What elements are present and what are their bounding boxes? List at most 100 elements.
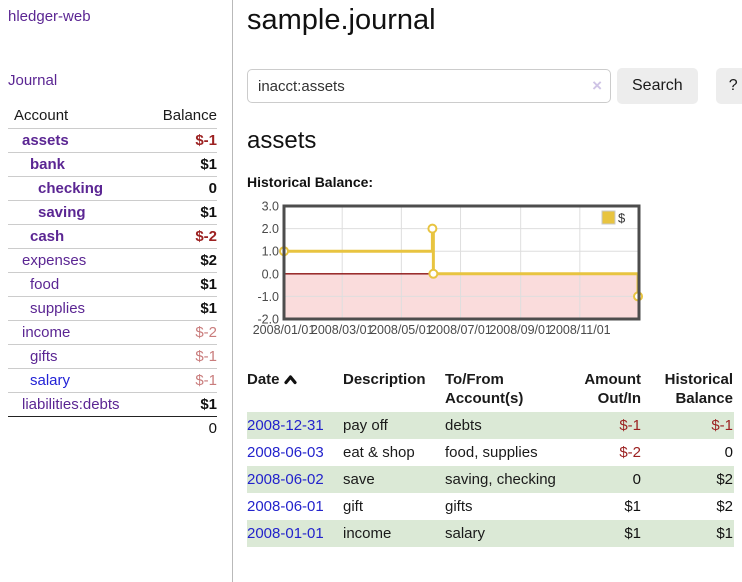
chart-border [282,204,641,321]
data-point-marker [428,268,439,279]
account-link[interactable]: salary [30,372,71,389]
accounts-total-value: 0 [143,416,217,441]
transaction-date-link[interactable]: 2008-06-03 [247,444,324,461]
account-row: supplies $1 [8,296,217,321]
legend-label: $ [618,211,626,226]
transaction-description: save [343,471,375,488]
account-balance: $-1 [143,344,217,369]
transaction-date-link[interactable]: 2008-12-31 [247,417,324,434]
svg-text:1.0: 1.0 [262,245,279,259]
account-link[interactable]: cash [30,228,65,245]
account-balance: $1 [143,272,217,297]
sort-up-icon [283,371,297,390]
account-balance: $2 [143,248,217,273]
svg-text:2008/11/01: 2008/11/01 [549,323,611,337]
svg-text:2008/07/01: 2008/07/01 [429,323,492,337]
account-balance: $1 [143,200,217,225]
transaction-amount: $-1 [619,417,641,434]
account-balance: $1 [143,296,217,321]
search-input[interactable] [247,69,611,103]
search-button[interactable]: Search [617,68,698,104]
svg-text:0.0: 0.0 [262,267,279,281]
nav-journal-link[interactable]: Journal [8,72,58,89]
register-body: 2008-12-31 pay off debts $-1 $-1 2008-06-03 ea… [247,412,734,547]
account-row: assets $-1 [8,128,217,153]
register-row: 2008-06-03 eat & shop food, supplies $-2 0 [247,439,734,466]
legend-swatch [601,210,616,225]
transaction-balance: $-1 [711,417,733,434]
svg-text:2008/03/01: 2008/03/01 [311,323,374,337]
register-header-amount: Amount Out/In [584,371,641,407]
account-balance: $-2 [143,320,217,345]
account-row: salary $-1 [8,368,217,393]
transaction-amount: 0 [632,471,641,488]
svg-text:2008/05/01: 2008/05/01 [370,323,433,337]
register-row: 2008-12-31 pay off debts $-1 $-1 [247,412,734,439]
register-header-balance: Historical Balance [664,371,733,407]
account-link[interactable]: checking [38,180,104,197]
transaction-date-link[interactable]: 2008-06-02 [247,471,324,488]
account-balance: 0 [143,176,217,201]
account-link[interactable]: supplies [30,300,86,317]
register-row: 2008-01-01 income salary $1 $1 [247,520,734,547]
account-row: checking 0 [8,176,217,201]
transaction-balance: $2 [716,498,733,515]
clear-search-icon[interactable]: × [592,76,602,95]
account-row: bank $1 [8,152,217,177]
svg-text:2008/01/01: 2008/01/01 [253,323,316,337]
transaction-accounts: gifts [445,498,473,515]
account-balance: $-1 [143,368,217,393]
page-title: sample.journal [247,4,436,36]
transaction-description: income [343,525,392,542]
accounts-total-label [8,416,144,441]
account-link[interactable]: income [22,324,71,341]
transaction-balance: $2 [716,471,733,488]
account-row: gifts $-1 [8,344,217,369]
account-link[interactable]: assets [22,132,69,149]
sidebar: hledger-web Journal Account Balance asse… [0,0,233,582]
svg-text:3.0: 3.0 [262,201,279,214]
account-link[interactable]: saving [38,204,86,221]
account-balance: $1 [143,152,217,177]
register-row: 2008-06-02 save saving, checking 0 $2 [247,466,734,493]
search-box: × [247,69,611,103]
transaction-description: eat & shop [343,444,415,461]
register-header-date[interactable]: Date [247,368,343,412]
register-header-accounts: To/From Account(s) [445,371,524,407]
account-link[interactable]: liabilities:debts [22,396,120,413]
svg-text:-1.0: -1.0 [257,290,279,304]
transaction-balance: 0 [724,444,733,461]
account-row: income $-2 [8,320,217,345]
account-link[interactable]: bank [30,156,66,173]
accounts-header-account: Account [14,107,69,124]
account-row: cash $-2 [8,224,217,249]
account-row: liabilities:debts $1 [8,392,217,417]
transaction-accounts: salary [445,525,486,542]
transaction-description: gift [343,498,364,515]
transaction-accounts: food, supplies [445,444,538,461]
svg-text:-2.0: -2.0 [257,313,279,327]
help-button[interactable]: ? [715,68,742,104]
transaction-date-link[interactable]: 2008-01-01 [247,525,324,542]
accounts-header-balance: Balance [162,107,217,124]
account-link[interactable]: gifts [30,348,58,365]
account-link[interactable]: expenses [22,252,87,269]
balance-chart: 3.0 2.0 1.0 0.0 -1.0 -2.0 2008/01/01 2008/03/01… [247,200,742,348]
transaction-amount: $1 [624,498,641,515]
chart-label: Historical Balance: [247,174,374,190]
app-title-link[interactable]: hledger-web [8,8,91,25]
account-balance: $-1 [143,128,217,153]
transaction-date-link: 2008-06-01 [247,493,343,520]
transaction-date-link[interactable]: 2008-06-01 [247,498,324,515]
transaction-date-link: 2008-01-01 [247,520,343,547]
register-table: Date Description To/From Account(s) Amou… [247,368,734,547]
account-balance: $-2 [143,224,217,249]
account-row: saving $1 [8,200,217,225]
account-link[interactable]: food [30,276,60,293]
register-header-description: Description [343,371,426,388]
transaction-date-link: 2008-06-03 [247,439,343,466]
register-row: 2008-06-01 gift gifts $1 $2 [247,493,734,520]
accounts-body: assets $-1 bank $1 checking 0 saving $1 cash $-2 e… [8,128,217,417]
account-heading: assets [247,127,317,154]
